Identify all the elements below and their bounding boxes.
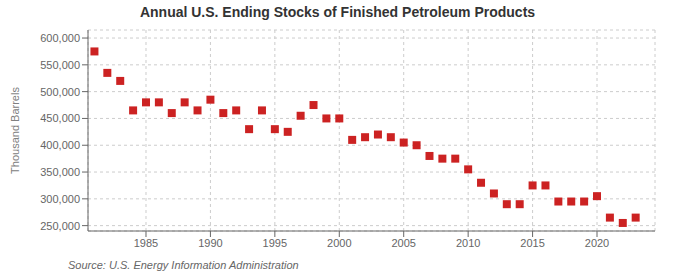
- svg-text:2015: 2015: [520, 237, 544, 249]
- svg-text:1985: 1985: [134, 237, 158, 249]
- svg-text:550,000: 550,000: [40, 59, 80, 71]
- svg-text:450,000: 450,000: [40, 112, 80, 124]
- svg-text:1990: 1990: [198, 237, 222, 249]
- svg-text:2005: 2005: [391, 237, 415, 249]
- html-text:Annual U.S. Ending Stocks of F: Annual U.S. Ending Stocks of Finished Pe…: [139, 4, 536, 20]
- html-text:Source: U.S. Energy Informatio: Source: U.S. Energy Information Administ…: [68, 259, 299, 271]
- svg-text:Thousand Barrels: Thousand Barrels: [9, 87, 21, 174]
- svg-text:2010: 2010: [456, 237, 480, 249]
- svg-text:500,000: 500,000: [40, 86, 80, 98]
- svg-text:1995: 1995: [263, 237, 287, 249]
- svg-text:400,000: 400,000: [40, 139, 80, 151]
- svg-text:600,000: 600,000: [40, 32, 80, 44]
- svg-text:300,000: 300,000: [40, 193, 80, 205]
- svg-text:350,000: 350,000: [40, 166, 80, 178]
- svg-text:2020: 2020: [585, 237, 609, 249]
- svg-text:2000: 2000: [327, 237, 351, 249]
- svg-text:250,000: 250,000: [40, 220, 80, 232]
